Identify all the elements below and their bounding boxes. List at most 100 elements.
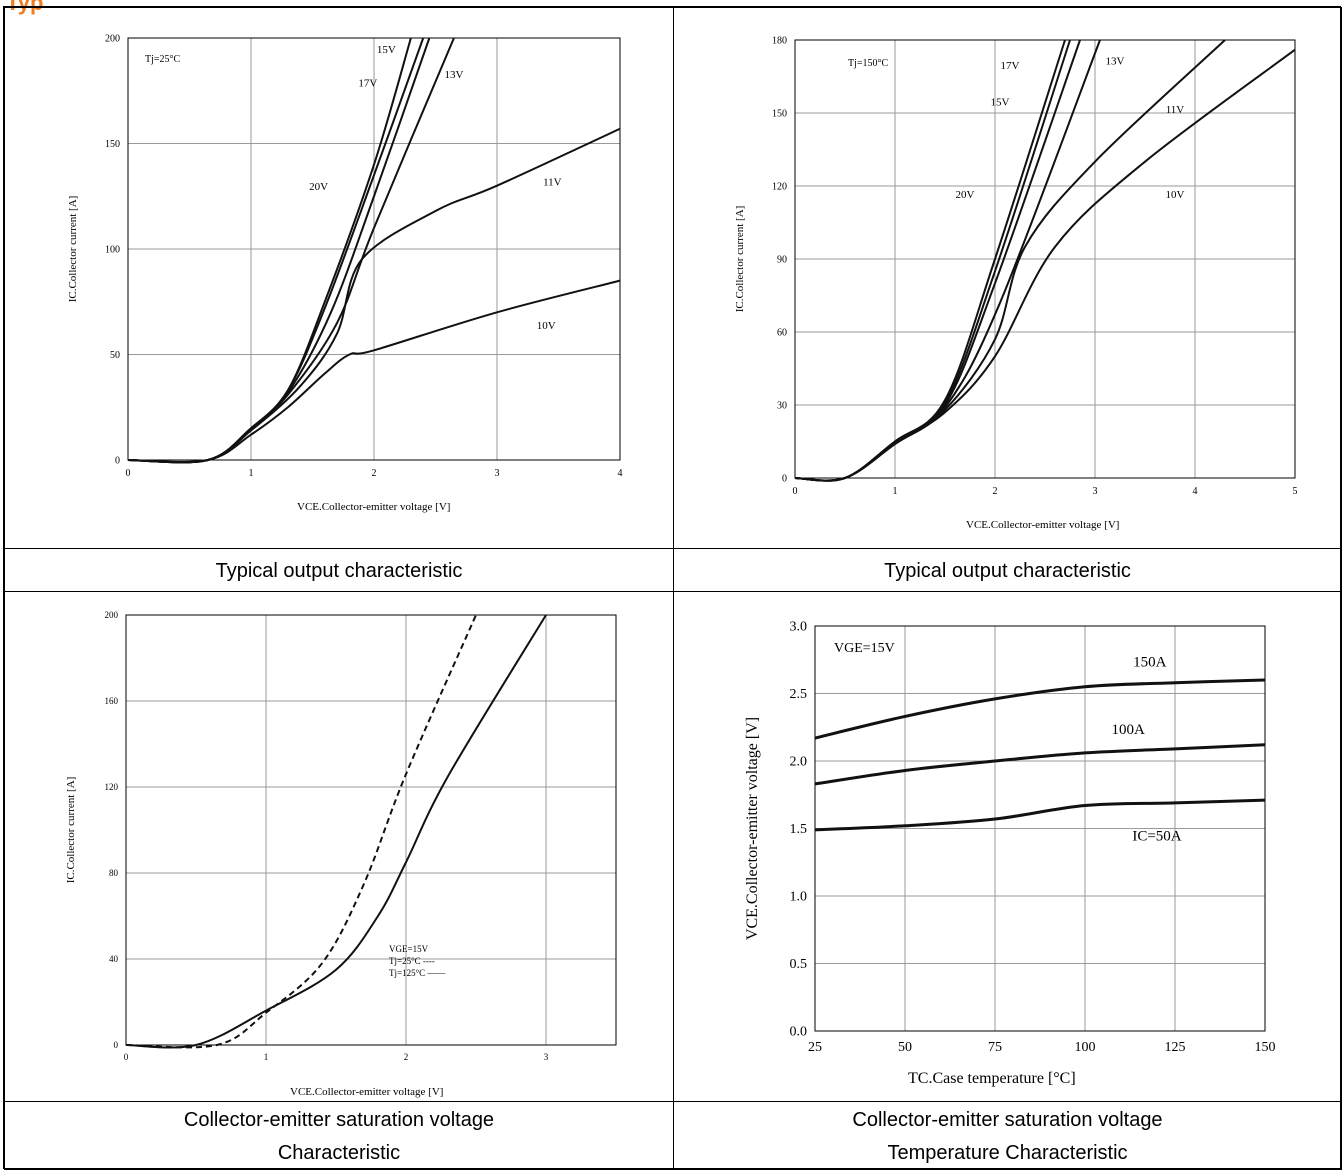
series-line-10v [127, 279, 621, 463]
series-line-15v [127, 37, 431, 464]
series-label: 10V [537, 320, 556, 332]
y-tick-label: 160 [105, 696, 119, 706]
series-label: 20V [956, 189, 975, 201]
x-tick-label: 25 [808, 1040, 822, 1055]
x-tick-label: 4 [618, 468, 623, 479]
caption-2: Typical output characteristic [884, 560, 1131, 582]
series-line-11v [127, 127, 621, 464]
saturation-voltage-chart: 0 1 2 3 0 40 80 120 160 200 VCE.Collector-emitter … [65, 610, 617, 1098]
series-line-100a [814, 743, 1266, 786]
series-label: 15V [991, 97, 1010, 109]
x-axis-label: VCE.Collector-emitter voltage [V] [966, 519, 1119, 531]
series-line-17v [794, 39, 1071, 482]
output-characteristic-150c-chart: 0 1 2 3 4 5 0 30 60 90 120 150 180 20V 17V 15V 13V 11V 10V… [734, 35, 1298, 531]
x-tick-label: 0 [126, 468, 131, 479]
y-tick-label: 180 [772, 35, 787, 46]
y-tick-label: 100 [105, 244, 120, 255]
x-tick-label: 2 [404, 1052, 409, 1062]
series-line-ic-50a [814, 798, 1266, 832]
series-line-13v [127, 37, 455, 464]
y-tick-label: 0.5 [790, 957, 808, 972]
chart-cell-2: 0 1 2 3 4 5 0 30 60 90 120 150 180 20V 17V 15V 13V 11V 10V… [673, 7, 1342, 549]
legend-entry: Tj=25°C ---- [389, 956, 435, 966]
series-line-tj-25-c [125, 614, 477, 1049]
y-tick-label: 3.0 [790, 620, 808, 635]
y-tick-label: 80 [109, 868, 119, 878]
y-tick-label: 200 [105, 610, 119, 620]
caption-cell-4: Collector-emitter saturation voltage Tem… [673, 1101, 1342, 1170]
plot-frame [127, 37, 621, 461]
x-axis-label: VCE.Collector-emitter voltage [V] [297, 501, 450, 513]
y-tick-label: 150 [105, 139, 120, 150]
y-tick-label: 0 [782, 473, 787, 484]
x-tick-label: 2 [993, 486, 998, 497]
y-axis-label: VCE.Collector-emitter voltage [V] [744, 717, 761, 940]
x-tick-label: 1 [249, 468, 254, 479]
chart-cell-1: 0 1 2 3 4 0 50 100 150 200 20V 17V 15V 13V 11V 10V VCE.C… [4, 7, 674, 549]
y-tick-label: 1.0 [790, 890, 808, 905]
x-tick-label: 0 [124, 1052, 129, 1062]
series-label: 11V [1166, 104, 1185, 116]
x-tick-label: 125 [1165, 1040, 1186, 1055]
x-tick-label: 1 [893, 486, 898, 497]
y-axis-label: IC.Collector current [A] [67, 196, 79, 303]
x-tick-label: 5 [1293, 486, 1298, 497]
x-axis-label: VCE.Collector-emitter voltage [V] [290, 1086, 443, 1098]
series-line-150a [814, 678, 1266, 740]
x-tick-label: 75 [988, 1040, 1002, 1055]
series-label: 17V [1001, 60, 1020, 72]
caption-4a: Collector-emitter saturation voltage [852, 1109, 1163, 1131]
caption-cell-1: Typical output characteristic [4, 548, 674, 592]
series-label: 13V [1106, 55, 1125, 67]
series-line-tj-125-c [125, 614, 547, 1049]
series-line-20v [127, 37, 412, 464]
temperature-characteristic-chart: 25 50 75 100 125 150 0.0 0.5 1.0 1.5 2.0 2.5 3.0 150A… [744, 620, 1276, 1087]
y-tick-label: 200 [105, 33, 120, 44]
caption-1: Typical output characteristic [215, 560, 463, 582]
condition-annotation: Tj=25°C [145, 54, 181, 65]
chart-cell-4: 25 50 75 100 125 150 0.0 0.5 1.0 1.5 2.0 2.5 3.0 150A… [673, 591, 1342, 1102]
y-tick-label: 0 [114, 1040, 119, 1050]
caption-3a: Collector-emitter saturation voltage [183, 1109, 495, 1131]
x-tick-label: 2 [372, 468, 377, 479]
x-tick-label: 100 [1075, 1040, 1096, 1055]
y-tick-label: 30 [777, 400, 787, 411]
y-tick-label: 60 [777, 327, 787, 338]
condition-annotation: VGE=15V [834, 641, 895, 656]
legend-entry: VGE=15V [389, 944, 429, 954]
series-label: 10V [1166, 189, 1185, 201]
caption-4b: Temperature Characteristic [887, 1142, 1128, 1164]
y-tick-label: 2.0 [790, 755, 808, 770]
x-tick-label: 3 [1093, 486, 1098, 497]
y-axis-label: IC.Collector current [A] [734, 206, 746, 313]
x-tick-label: 150 [1255, 1040, 1276, 1055]
series-label: 17V [358, 78, 377, 90]
figure-table: 0 1 2 3 4 0 50 100 150 200 20V 17V 15V 13V 11V 10V VCE.C… [3, 6, 1342, 1170]
y-tick-label: 50 [110, 350, 120, 361]
y-tick-label: 1.5 [790, 822, 808, 837]
x-tick-label: 1 [264, 1052, 269, 1062]
x-axis-label: TC.Case temperature [°C] [908, 1070, 1076, 1087]
y-tick-label: 40 [109, 954, 119, 964]
y-tick-label: 120 [772, 181, 787, 192]
y-axis-label: IC.Collector current [A] [65, 777, 77, 884]
legend-entry: Tj=125°C —— [389, 968, 446, 978]
series-label: 150A [1133, 655, 1167, 671]
y-tick-label: 90 [777, 254, 787, 265]
caption-cell-2: Typical output characteristic [673, 548, 1342, 592]
y-tick-label: 0.0 [790, 1025, 808, 1040]
series-label: IC=50A [1132, 829, 1181, 845]
x-tick-label: 3 [544, 1052, 549, 1062]
x-tick-label: 3 [495, 468, 500, 479]
y-tick-label: 0 [115, 455, 120, 466]
series-line-15v [794, 39, 1081, 482]
plot-frame [125, 614, 617, 1046]
plot-frame [794, 39, 1296, 479]
series-label: 20V [309, 181, 328, 193]
series-line-10v [794, 48, 1296, 482]
caption-3b: Characteristic [277, 1142, 401, 1164]
condition-annotation: Tj=150°C [848, 58, 889, 69]
x-tick-label: 50 [898, 1040, 912, 1055]
series-line-17v [127, 37, 425, 464]
series-line-13v [794, 39, 1101, 482]
